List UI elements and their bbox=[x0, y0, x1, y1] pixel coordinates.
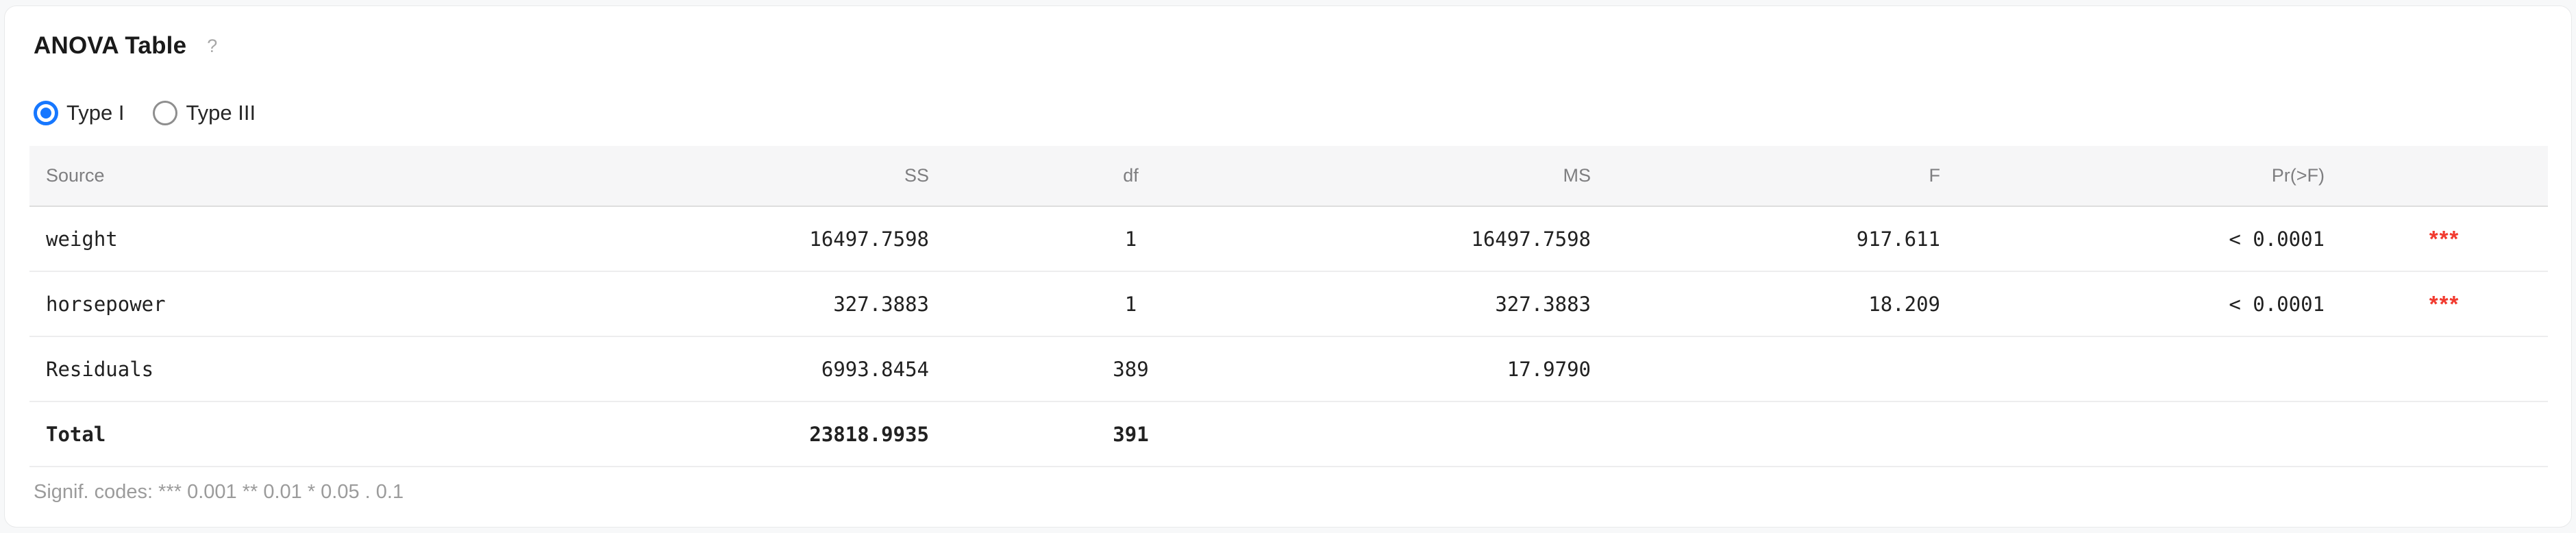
cell-source: horsepower bbox=[29, 271, 509, 337]
cell-source: weight bbox=[29, 206, 509, 272]
cell-ms: 327.3883 bbox=[1316, 271, 1607, 337]
cell-df: 1 bbox=[945, 271, 1316, 337]
cell-ss: 6993.8454 bbox=[509, 336, 945, 402]
table-row-total: Total 23818.9935 391 bbox=[29, 401, 2548, 467]
significance-stars: *** bbox=[2341, 206, 2548, 272]
column-header-source: Source bbox=[29, 146, 509, 207]
table-row-residuals: Residuals 6993.8454 389 17.9790 bbox=[29, 336, 2548, 402]
table-row-horsepower: horsepower 327.3883 1 327.3883 18.209 < … bbox=[29, 271, 2548, 337]
cell-ss: 327.3883 bbox=[509, 271, 945, 337]
column-header-df: df bbox=[945, 146, 1316, 207]
cell-ms: 16497.7598 bbox=[1316, 206, 1607, 272]
cell-source: Total bbox=[29, 401, 509, 467]
radio-unselected-icon bbox=[153, 101, 178, 125]
anova-table-card: ANOVA Table ? Type I Type III Source SS … bbox=[4, 5, 2572, 528]
significance-codes-footnote: Signif. codes: *** 0.001 ** 0.01 * 0.05 … bbox=[34, 481, 404, 503]
cell-p bbox=[1957, 336, 2341, 402]
title-row: ANOVA Table ? bbox=[29, 29, 2547, 62]
column-header-signif bbox=[2341, 146, 2548, 207]
cell-p bbox=[1957, 401, 2341, 467]
radio-type-iii-label: Type III bbox=[186, 101, 256, 125]
cell-ss: 23818.9935 bbox=[509, 401, 945, 467]
radio-type-i[interactable]: Type I bbox=[34, 101, 124, 125]
cell-f bbox=[1607, 336, 1957, 402]
cell-f: 18.209 bbox=[1607, 271, 1957, 337]
cell-ms: 17.9790 bbox=[1316, 336, 1607, 402]
cell-p: < 0.0001 bbox=[1957, 271, 2341, 337]
cell-df: 1 bbox=[945, 206, 1316, 272]
radio-type-iii[interactable]: Type III bbox=[153, 101, 256, 125]
anova-type-radio-group: Type I Type III bbox=[29, 97, 2547, 129]
cell-df: 389 bbox=[945, 336, 1316, 402]
column-header-ms: MS bbox=[1316, 146, 1607, 207]
anova-table: Source SS df MS F Pr(>F) weight 16497.75… bbox=[29, 146, 2548, 467]
table-row-weight: weight 16497.7598 1 16497.7598 917.611 <… bbox=[29, 206, 2548, 272]
cell-df: 391 bbox=[945, 401, 1316, 467]
radio-type-i-label: Type I bbox=[66, 101, 125, 125]
cell-source: Residuals bbox=[29, 336, 509, 402]
table-header-row: Source SS df MS F Pr(>F) bbox=[29, 146, 2548, 207]
radio-selected-icon bbox=[34, 101, 58, 125]
column-header-p: Pr(>F) bbox=[1957, 146, 2341, 207]
significance-stars bbox=[2341, 401, 2548, 467]
page-title: ANOVA Table bbox=[34, 32, 187, 59]
cell-f: 917.611 bbox=[1607, 206, 1957, 272]
help-icon[interactable]: ? bbox=[207, 35, 218, 56]
cell-p: < 0.0001 bbox=[1957, 206, 2341, 272]
column-header-f: F bbox=[1607, 146, 1957, 207]
cell-ss: 16497.7598 bbox=[509, 206, 945, 272]
cell-f bbox=[1607, 401, 1957, 467]
significance-stars: *** bbox=[2341, 271, 2548, 337]
column-header-ss: SS bbox=[509, 146, 945, 207]
significance-stars bbox=[2341, 336, 2548, 402]
cell-ms bbox=[1316, 401, 1607, 467]
